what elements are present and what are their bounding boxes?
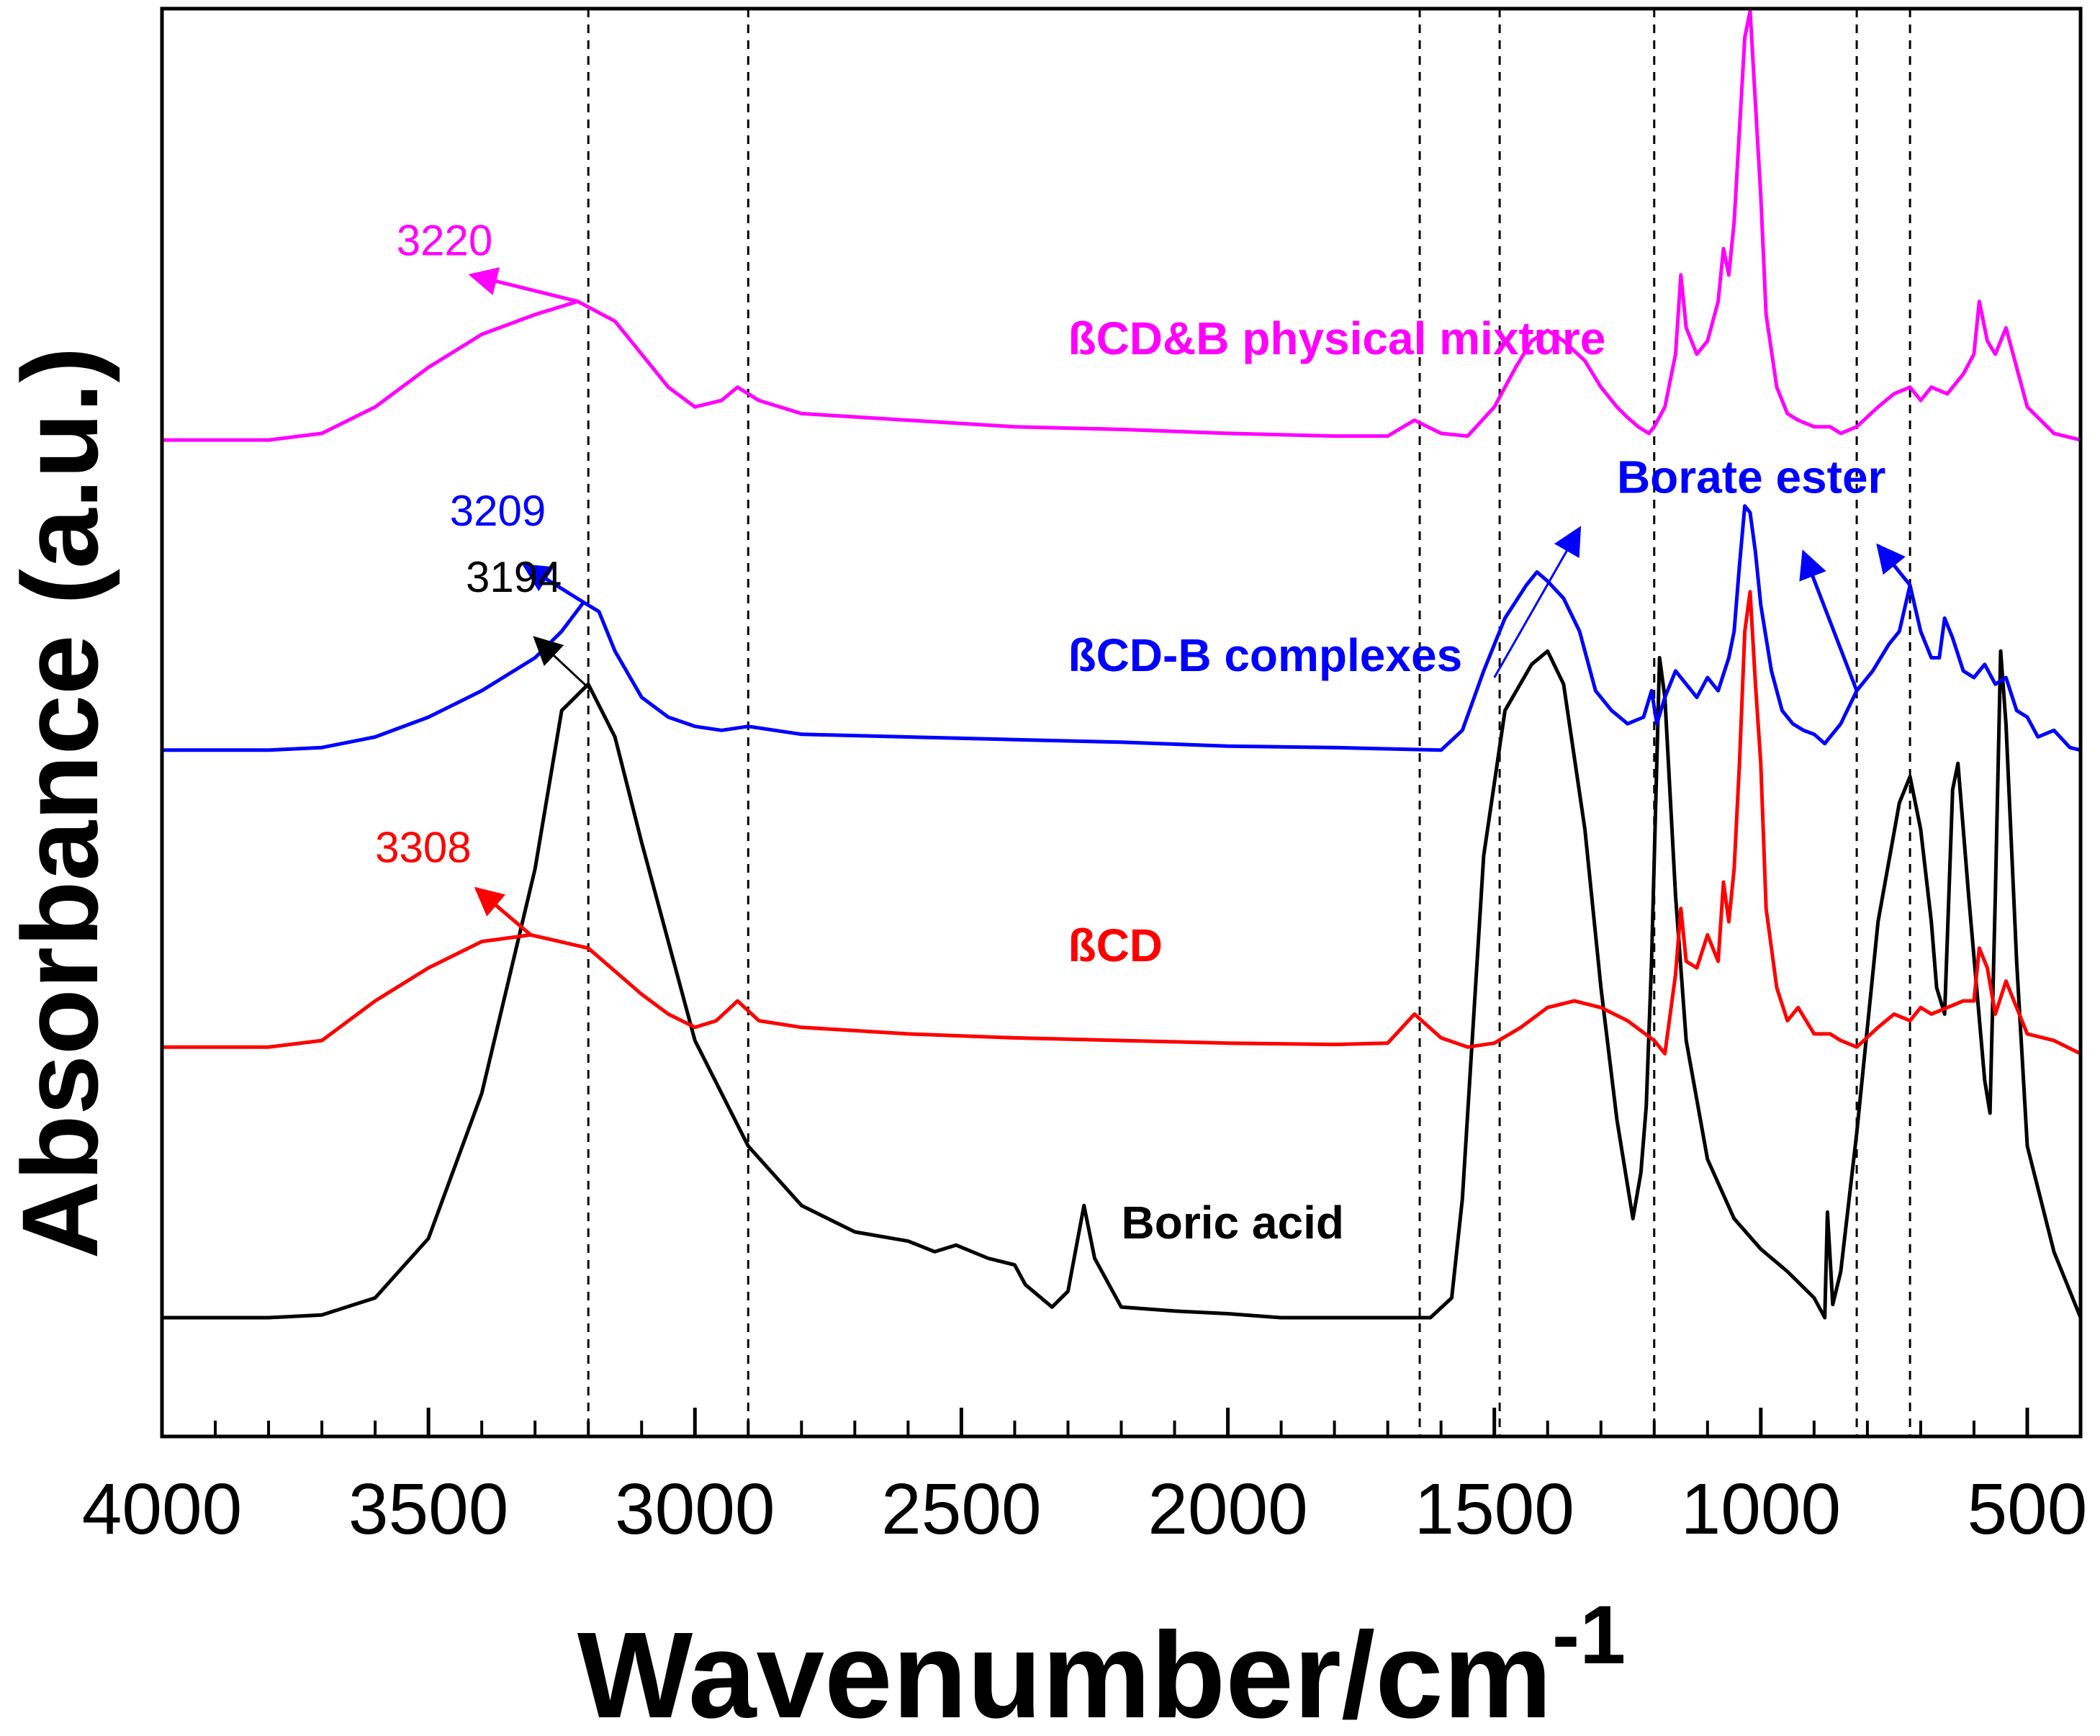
series-line-1 bbox=[162, 590, 2082, 1056]
peak-label-3209: 3209 bbox=[450, 487, 546, 535]
borate-ester-label: Borate ester bbox=[1617, 451, 1886, 503]
x-axis-title-main: Wavenumber/cm bbox=[577, 1607, 1552, 1736]
series-line-0 bbox=[162, 649, 2083, 1320]
reference-lines bbox=[587, 9, 1911, 1436]
y-axis-title: Absorbance (a.u.) bbox=[0, 347, 120, 1259]
x-tick-label: 3000 bbox=[615, 1469, 775, 1550]
series-line-3 bbox=[162, 9, 2081, 442]
series-label-2: ßCD-B complexes bbox=[1068, 629, 1462, 681]
series-label-0: Boric acid bbox=[1122, 1197, 1344, 1249]
x-tick-label: 1000 bbox=[1681, 1469, 1841, 1550]
series-label-3: ßCD&B physical mixture bbox=[1068, 312, 1605, 364]
x-axis-title-superscript: -1 bbox=[1552, 1589, 1626, 1681]
peak-label-3220: 3220 bbox=[397, 216, 492, 264]
borate-ester-arrow-2 bbox=[1876, 543, 1912, 587]
peak-arrow-3209 bbox=[521, 564, 585, 604]
x-tick-label: 2500 bbox=[881, 1469, 1041, 1550]
peak-arrow-3220 bbox=[468, 267, 579, 304]
x-tick-label: 1500 bbox=[1414, 1469, 1574, 1550]
borate-ester-arrow-1 bbox=[1799, 549, 1859, 692]
x-ticks: 4000 3500 3000 2500 2000 1500 1000 500 bbox=[82, 1408, 2088, 1550]
annotations-layer: 3220 3209 3194 3308 Borate ester bbox=[375, 216, 1912, 937]
x-tick-label: 4000 bbox=[82, 1469, 242, 1550]
borate-ester-arrow-0 bbox=[1493, 526, 1582, 678]
peak-label-3308: 3308 bbox=[375, 824, 471, 872]
series-layer: Boric acid ßCD ßCD-B complexes ßCD&B physic… bbox=[162, 9, 2083, 1320]
x-tick-label: 2000 bbox=[1148, 1469, 1307, 1550]
peak-arrow-3194 bbox=[533, 636, 592, 692]
peak-arrow-3308 bbox=[474, 886, 532, 937]
peak-label-3194: 3194 bbox=[466, 553, 562, 601]
x-tick-label: 500 bbox=[1968, 1469, 2088, 1550]
series-line-2 bbox=[162, 504, 2081, 752]
series-label-1: ßCD bbox=[1068, 919, 1163, 971]
x-axis-title: Wavenumber/cm-1 bbox=[577, 1589, 1626, 1736]
x-tick-label: 3500 bbox=[348, 1469, 508, 1550]
